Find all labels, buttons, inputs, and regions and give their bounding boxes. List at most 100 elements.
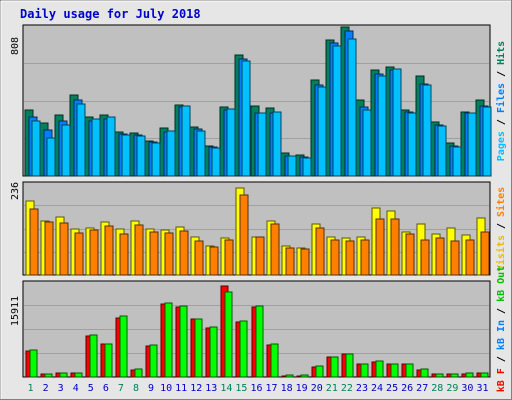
legend-entry: Files — [495, 83, 507, 113]
day-label-25: 25 — [386, 383, 398, 394]
bar-kb-out-day-13 — [209, 326, 218, 378]
bar-pages-day-14 — [226, 108, 236, 177]
bar-sites-day-22 — [345, 240, 355, 276]
day-label-22: 22 — [341, 383, 353, 394]
legend-entry: / — [496, 350, 507, 368]
bar-pages-day-19 — [302, 157, 312, 177]
legend-entry: kB In — [496, 320, 507, 350]
bar-kb-out-day-2 — [44, 373, 53, 378]
bar-sites-day-30 — [465, 239, 475, 276]
bar-sites-day-13 — [209, 246, 219, 276]
bar-kb-out-day-27 — [420, 368, 429, 378]
day-label-3: 3 — [58, 383, 64, 394]
bar-pages-day-25 — [392, 68, 402, 177]
bar-pages-day-20 — [317, 86, 327, 177]
day-label-7: 7 — [118, 383, 124, 394]
bar-kb-out-day-17 — [270, 343, 279, 378]
bar-sites-day-11 — [179, 230, 189, 276]
bar-pages-day-16 — [257, 112, 267, 177]
bar-kb-out-day-14 — [224, 291, 233, 378]
legend-entry: / — [496, 113, 507, 131]
legend-hits-files-pages: Pages / Files / Hits — [495, 41, 507, 161]
legend-entry: kB F — [496, 368, 507, 392]
day-label-13: 13 — [205, 383, 217, 394]
bar-pages-day-15 — [241, 60, 251, 177]
bar-pages-day-18 — [287, 155, 297, 177]
max-label-hits-files-pages: 808 — [10, 37, 21, 55]
bar-sites-day-27 — [420, 239, 430, 276]
day-label-29: 29 — [446, 383, 458, 394]
bar-pages-day-9 — [151, 142, 161, 177]
bar-pages-day-2 — [46, 137, 56, 177]
bar-kb-out-day-12 — [194, 318, 203, 378]
bar-sites-day-20 — [315, 227, 325, 276]
day-label-30: 30 — [461, 383, 473, 394]
day-label-24: 24 — [371, 383, 383, 394]
day-label-12: 12 — [190, 383, 202, 394]
bar-pages-day-13 — [211, 147, 221, 177]
legend-entry: / — [496, 302, 507, 320]
bar-kb-out-day-11 — [179, 305, 188, 378]
bar-kb-out-day-16 — [255, 305, 264, 378]
bar-sites-day-2 — [44, 221, 54, 276]
bar-pages-day-21 — [332, 45, 342, 177]
bar-kb-out-day-3 — [59, 372, 68, 378]
day-label-1: 1 — [28, 383, 34, 394]
chart-title: Daily usage for July 2018 — [20, 7, 201, 21]
bar-pages-day-30 — [467, 112, 477, 177]
bar-kb-out-day-9 — [149, 344, 158, 378]
bar-sites-day-10 — [164, 232, 174, 276]
bar-sites-day-26 — [405, 233, 415, 276]
day-label-20: 20 — [311, 383, 323, 394]
bar-kb-out-day-25 — [390, 363, 399, 378]
day-label-6: 6 — [103, 383, 109, 394]
bar-sites-day-8 — [134, 224, 144, 276]
bar-pages-day-12 — [196, 130, 206, 177]
bar-pages-day-17 — [272, 111, 282, 177]
bar-sites-day-1 — [29, 208, 39, 276]
day-label-16: 16 — [250, 383, 262, 394]
day-label-17: 17 — [266, 383, 278, 394]
day-label-4: 4 — [73, 383, 79, 394]
bar-kb-out-day-26 — [405, 363, 414, 378]
bar-pages-day-24 — [377, 75, 387, 177]
bar-sites-day-24 — [375, 218, 385, 276]
bar-pages-day-6 — [106, 116, 116, 177]
bar-sites-day-12 — [194, 240, 204, 276]
bar-kb-out-day-19 — [300, 374, 309, 378]
max-label-kb: 15911 — [10, 296, 21, 326]
bar-kb-out-day-23 — [360, 363, 369, 378]
legend-entry: kB Out — [496, 266, 507, 302]
day-label-31: 31 — [476, 383, 488, 394]
bar-pages-day-26 — [407, 112, 417, 177]
day-label-26: 26 — [401, 383, 413, 394]
bar-sites-day-14 — [224, 239, 234, 276]
bar-sites-day-16 — [255, 236, 265, 276]
bar-pages-day-22 — [347, 38, 357, 177]
day-label-8: 8 — [133, 383, 139, 394]
bar-sites-day-5 — [89, 229, 99, 276]
bar-kb-out-day-31 — [480, 372, 489, 378]
bar-kb-out-day-29 — [450, 373, 459, 378]
bar-pages-day-23 — [362, 109, 372, 177]
legend-entry: / — [496, 217, 507, 235]
legend-entry: Visits — [495, 235, 507, 271]
bar-sites-day-25 — [390, 218, 400, 276]
bar-kb-out-day-1 — [29, 349, 38, 378]
bar-kb-out-day-10 — [164, 302, 173, 378]
day-label-11: 11 — [175, 383, 187, 394]
bar-kb-out-day-30 — [465, 372, 474, 378]
bar-kb-out-day-7 — [119, 315, 128, 378]
day-label-23: 23 — [356, 383, 368, 394]
bar-sites-day-7 — [119, 233, 129, 276]
bar-pages-day-29 — [452, 146, 462, 177]
bar-pages-day-27 — [422, 84, 432, 177]
bar-sites-day-9 — [149, 231, 159, 276]
day-label-2: 2 — [43, 383, 49, 394]
bar-kb-out-day-6 — [104, 343, 113, 378]
day-label-19: 19 — [296, 383, 308, 394]
bar-kb-out-day-21 — [330, 356, 339, 378]
